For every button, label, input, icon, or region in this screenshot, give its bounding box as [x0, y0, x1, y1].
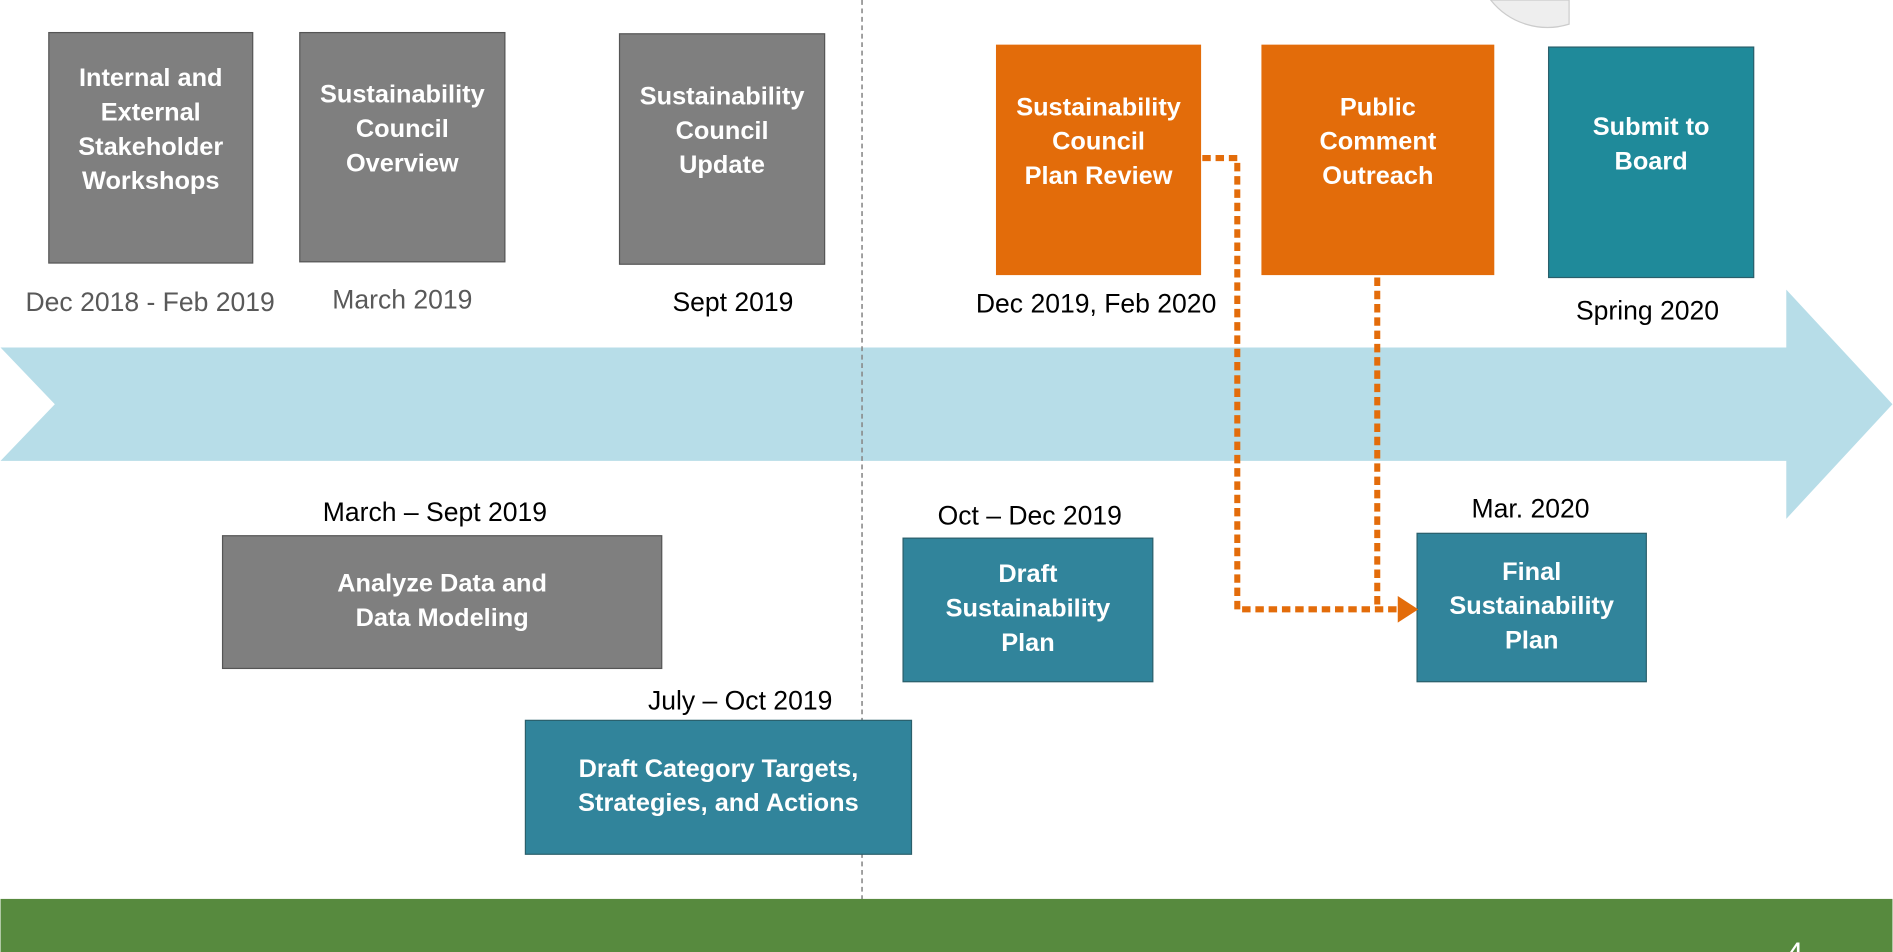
milestone-label: Plan Review [1025, 162, 1173, 190]
milestone-label: Analyze Data and [337, 570, 547, 598]
milestone-label: Overview [346, 149, 459, 177]
milestone-date: Oct – Dec 2019 [938, 501, 1122, 531]
milestone-label: Outreach [1322, 162, 1433, 190]
connector-arrowhead [1397, 596, 1419, 623]
milestone-label: Plan [1001, 629, 1055, 657]
milestone-label: Stakeholder [78, 133, 223, 161]
milestone-box [902, 537, 1154, 683]
milestone-box [524, 719, 913, 855]
connector [1202, 155, 1401, 613]
milestone-box [221, 535, 663, 670]
connectors [1202, 155, 1401, 613]
milestone-label: Comment [1319, 128, 1436, 156]
milestone-box [618, 33, 826, 265]
page-number: 4 [1786, 936, 1803, 952]
milestone-date: March 2019 [332, 285, 472, 315]
milestone-label: Workshops [82, 167, 219, 195]
milestone-label: Public [1340, 93, 1416, 121]
milestone-label: Plan [1505, 627, 1559, 655]
milestone-label: Sustainability [946, 595, 1111, 623]
milestone-label: Data Modeling [356, 604, 529, 632]
milestone-label: Submit to [1593, 113, 1710, 141]
milestone-label: Council [1052, 128, 1145, 156]
timeline-arrow [0, 289, 1893, 519]
milestone-label: Strategies, and Actions [578, 789, 859, 817]
milestone-date: Dec 2018 - Feb 2019 [26, 287, 275, 317]
milestone-box [995, 44, 1202, 276]
milestone-box [1547, 46, 1755, 279]
milestone-box [48, 31, 254, 264]
milestone-label: Council [356, 115, 449, 143]
milestone-box [299, 31, 506, 263]
milestone-boxes: Internal and External Stakeholder Workshops… [26, 31, 1755, 855]
milestone-label: Draft [998, 560, 1058, 588]
corner-decoration [1489, 0, 1570, 29]
milestone-label: Update [679, 151, 765, 179]
milestone-label: Final [1502, 558, 1561, 586]
milestone-label: Sustainability [1449, 592, 1614, 620]
milestone-label: Council [676, 117, 769, 145]
milestone-date: Spring 2020 [1576, 296, 1719, 326]
milestone-label: Internal and [79, 64, 223, 92]
milestone-label: Sustainability [640, 82, 805, 110]
milestone-date: Mar. 2020 [1471, 493, 1589, 523]
milestone-date: March – Sept 2019 [323, 497, 547, 527]
milestone-date: Dec 2019, Feb 2020 [976, 288, 1216, 318]
milestone-date: July – Oct 2019 [648, 685, 832, 715]
milestone-label: Draft Category Targets, [579, 755, 859, 783]
milestone-date: Sept 2019 [672, 287, 793, 317]
milestone-label: Sustainability [1016, 93, 1181, 121]
milestone-box [1261, 44, 1495, 276]
milestone-box [1416, 532, 1647, 683]
milestone-label: Board [1615, 147, 1688, 175]
footer-band [0, 898, 1893, 952]
milestone-label: External [101, 98, 201, 126]
milestone-label: Sustainability [320, 81, 485, 109]
